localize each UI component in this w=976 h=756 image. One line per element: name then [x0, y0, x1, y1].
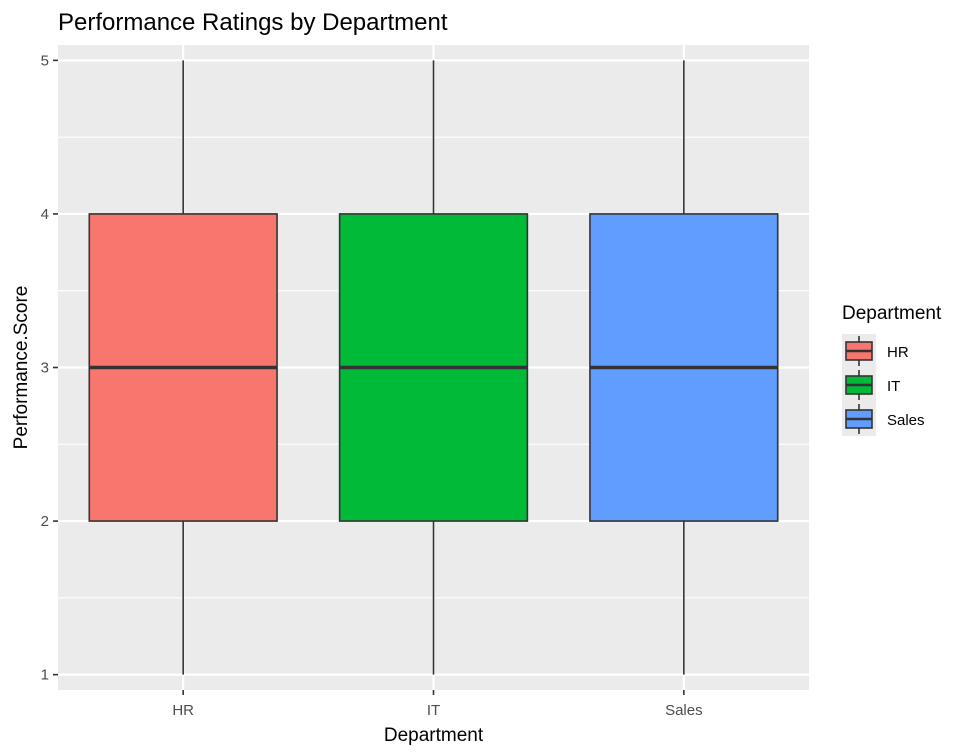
y-tick-label: 3 [41, 360, 49, 377]
x-tick-label: IT [427, 702, 440, 719]
legend: Department HR IT Sales [842, 303, 942, 436]
y-axis-title: Performance.Score [11, 286, 32, 450]
legend-label: Sales [887, 412, 925, 429]
legend-item-sales: Sales [842, 402, 925, 436]
y-tick-label: 4 [41, 206, 49, 223]
y-axis: 1 2 3 4 5 [41, 52, 58, 684]
legend-item-it: IT [842, 368, 900, 402]
legend-title: Department [842, 303, 942, 324]
x-tick-label: HR [172, 702, 194, 719]
chart-title: Performance Ratings by Department [58, 9, 448, 36]
x-axis: HR IT Sales [172, 690, 703, 719]
y-tick-label: 2 [41, 513, 49, 530]
box-it [338, 60, 529, 675]
y-tick-label: 5 [41, 52, 49, 69]
y-tick-label: 1 [41, 667, 49, 684]
x-axis-title: Department [384, 725, 484, 746]
box-sales [589, 60, 779, 675]
legend-label: IT [887, 378, 900, 395]
legend-item-hr: HR [842, 334, 909, 368]
box-group [88, 60, 779, 675]
legend-label: HR [887, 344, 909, 361]
x-tick-label: Sales [665, 702, 703, 719]
box-hr [88, 60, 278, 675]
